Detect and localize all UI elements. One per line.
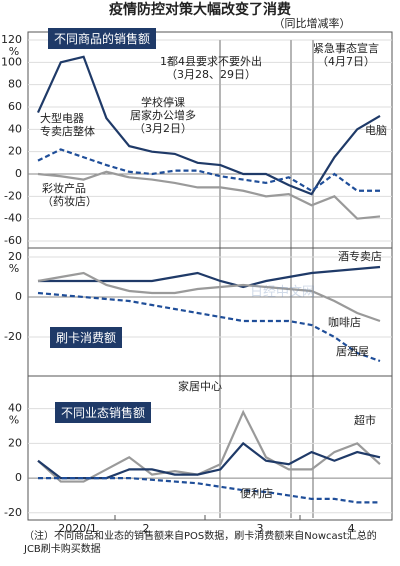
y-tick-label: 20 bbox=[8, 436, 22, 449]
series-label: 酒专卖店 bbox=[338, 250, 382, 263]
series-label: 彩妆产品 （药妆店） bbox=[42, 182, 97, 208]
series-line bbox=[37, 441, 381, 480]
series-line bbox=[37, 170, 381, 220]
x-tick-label: 2 bbox=[143, 522, 150, 535]
x-tick-label: 2020/1 bbox=[58, 522, 97, 535]
series-line bbox=[37, 291, 381, 363]
y-tick-label: 80 bbox=[8, 78, 22, 91]
series-label: 咖啡店 bbox=[328, 316, 361, 329]
y-tick-label: 40 bbox=[8, 122, 22, 135]
y-tick-label: 20 bbox=[8, 250, 22, 263]
x-tick-label: 3 bbox=[257, 522, 264, 535]
series-label: 便利店 bbox=[240, 487, 273, 500]
series-line bbox=[37, 409, 381, 483]
y-tick-label: 60 bbox=[8, 100, 22, 113]
y-tick-label: 40 bbox=[8, 402, 22, 415]
unit-label: % bbox=[9, 45, 19, 58]
note: （注）不同商品和业态的销售额来自POS数据，刷卡消费额来自Nowcast汇总的J… bbox=[24, 531, 377, 555]
y-tick-label: -20 bbox=[4, 189, 22, 202]
series-label: 家居中心 bbox=[178, 380, 222, 393]
panel-label: 刷卡消费额 bbox=[50, 327, 123, 348]
y-tick-label: 0 bbox=[15, 471, 22, 484]
series-label: 大型电器 专卖店整体 bbox=[40, 112, 95, 138]
y-tick-label: 0 bbox=[15, 290, 22, 303]
y-tick-label: 120 bbox=[1, 33, 22, 46]
y-tick-label: 0 bbox=[15, 167, 22, 180]
series-label: 超市 bbox=[354, 414, 376, 427]
chart-subtitle: （同比增减率） bbox=[274, 16, 351, 30]
series-line bbox=[37, 271, 381, 323]
series-line bbox=[37, 148, 380, 193]
annotation: 紧急事态宣言 （4月7日） bbox=[313, 42, 379, 68]
y-tick-label: -20 bbox=[4, 330, 22, 343]
y-tick-label: -40 bbox=[4, 212, 22, 225]
series-label: 电脑 bbox=[365, 124, 387, 137]
unit-label: % bbox=[9, 414, 19, 427]
unit-label: % bbox=[9, 262, 19, 275]
series-label: 居酒屋 bbox=[336, 345, 369, 358]
x-tick-label: 4 bbox=[348, 522, 355, 535]
panel-frame bbox=[27, 375, 393, 521]
watermark: 日经中文网 bbox=[250, 285, 316, 300]
series-line bbox=[38, 265, 381, 289]
panel-label: 不同业态销售额 bbox=[55, 402, 152, 423]
annotation: 学校停课 居家办公增多 （3月2日） bbox=[130, 96, 196, 135]
y-tick-label: 20 bbox=[8, 145, 22, 158]
series-line bbox=[38, 476, 380, 504]
y-tick-label: -20 bbox=[4, 506, 22, 519]
y-tick-label: -60 bbox=[4, 234, 22, 247]
chart-title: 疫情防控对策大幅改变了消费 bbox=[109, 1, 291, 18]
y-tick-label: 100 bbox=[1, 55, 22, 68]
panel-label: 不同商品的销售额 bbox=[48, 28, 157, 49]
annotation: 1都4县要求不要外出 （3月28、29日） bbox=[160, 55, 262, 81]
series-line bbox=[36, 55, 381, 196]
